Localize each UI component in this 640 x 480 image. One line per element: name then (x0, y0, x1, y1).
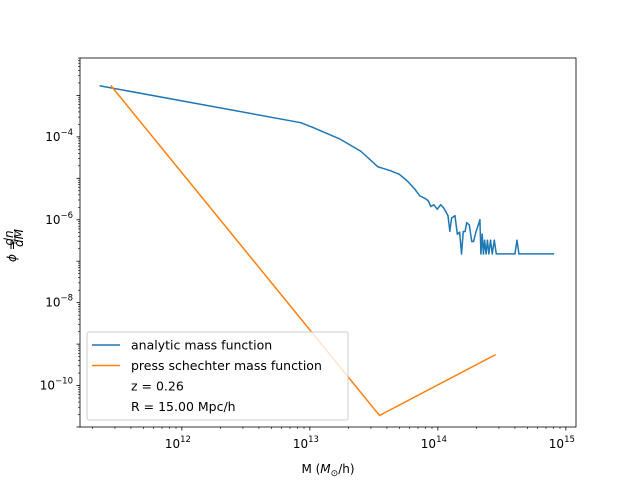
data-point-1-38 (482, 253, 485, 255)
data-point-1-45 (493, 239, 496, 242)
legend-label-3: z = 0.26 (131, 379, 184, 394)
tick-layer: 1012 1013 1014 1015 10−10 10−8 10−6 10−4 (40, 57, 575, 451)
y-tick-label-1: 10−10 (40, 377, 73, 393)
data-point-1-36 (480, 253, 482, 255)
svg-text:ϕ =: ϕ = (5, 240, 19, 262)
legend-box (86, 331, 349, 421)
data-point-1-10 (414, 188, 416, 190)
data-point-1-9 (406, 180, 409, 182)
data-point-1-7 (388, 169, 391, 172)
x-tick-label-3: 1014 (421, 435, 447, 451)
data-point-1-39 (483, 239, 486, 242)
data-point-2-3 (494, 354, 496, 356)
y-tick-label-2: 10−8 (45, 294, 73, 310)
data-point-1-12 (424, 197, 426, 200)
data-point-1-18 (442, 206, 444, 209)
data-point-1-46 (495, 253, 498, 255)
data-point-1-37 (481, 233, 483, 235)
data-point-1-27 (462, 230, 465, 233)
data-point-1-50 (552, 253, 555, 255)
legend-label-1: analytic mass function (131, 338, 272, 353)
svg-text:dn: dn (2, 230, 16, 245)
data-point-1-15 (433, 204, 435, 206)
series-layer (99, 85, 555, 417)
data-point-1-28 (464, 230, 466, 233)
data-point-1-30 (468, 224, 471, 226)
data-point-1-3 (311, 126, 314, 129)
data-point-1-5 (360, 150, 362, 152)
data-point-1-40 (485, 253, 487, 255)
data-point-2-2 (378, 414, 381, 417)
data-point-1-49 (518, 253, 520, 255)
data-point-1-2 (300, 121, 302, 124)
x-axis-label: M (M⊙/h) (301, 462, 354, 479)
legend-entry-3: z = 0.26 (131, 379, 184, 394)
data-point-1-47 (514, 253, 516, 255)
x-tick-label-2: 1013 (293, 435, 319, 451)
legend-entry-2: press schechter mass function (92, 358, 322, 373)
legend-entry-4: R = 15.00 Mpc/h (131, 399, 236, 414)
data-point-1-48 (516, 239, 518, 242)
data-point-1-19 (444, 210, 447, 213)
data-point-1-20 (447, 215, 449, 217)
data-point-1-13 (427, 199, 429, 202)
x-tick-label-4: 1015 (549, 435, 575, 451)
data-point-1-24 (456, 233, 459, 235)
legend-label-4: R = 15.00 Mpc/h (131, 399, 236, 414)
plot-frame (79, 57, 577, 428)
data-point-1-43 (489, 239, 492, 242)
data-point-1-26 (460, 253, 463, 255)
data-point-1-33 (475, 231, 477, 233)
data-point-1-31 (471, 240, 473, 243)
legend: analytic mass function press schechter ma… (86, 331, 349, 421)
y-axis-label: ϕ = dn dM (2, 228, 26, 262)
y-tick-label-3: 10−6 (45, 211, 73, 227)
legend-entries: analytic mass function press schechter ma… (92, 338, 322, 414)
data-point-1-11 (418, 194, 421, 197)
data-point-1-32 (472, 240, 475, 243)
data-point-1-44 (491, 253, 493, 255)
x-tick-label-1: 1012 (165, 435, 191, 451)
data-point-1-17 (439, 204, 442, 206)
svg-text:dM: dM (12, 228, 26, 247)
data-point-1-41 (486, 239, 489, 242)
data-point-2-1 (110, 85, 112, 87)
series-2 (110, 85, 496, 417)
data-point-1-16 (436, 208, 439, 210)
data-point-1-25 (458, 231, 461, 233)
data-point-1-23 (454, 215, 456, 217)
legend-entry-1: analytic mass function (92, 338, 272, 353)
data-point-1-1 (99, 85, 101, 87)
data-point-1-22 (450, 217, 453, 219)
data-point-1-34 (477, 224, 480, 226)
series-1 (99, 85, 555, 255)
data-point-1-8 (398, 173, 401, 176)
data-point-1-21 (449, 230, 451, 232)
data-point-1-14 (430, 205, 432, 208)
data-point-1-6 (377, 166, 379, 168)
legend-label-2: press schechter mass function (131, 358, 322, 373)
data-point-1-4 (338, 138, 341, 140)
y-tick-label-4: 10−4 (45, 128, 73, 144)
data-point-1-35 (479, 219, 481, 221)
data-point-1-29 (465, 221, 468, 224)
data-point-1-42 (488, 253, 490, 255)
series-line-1 (100, 85, 554, 255)
